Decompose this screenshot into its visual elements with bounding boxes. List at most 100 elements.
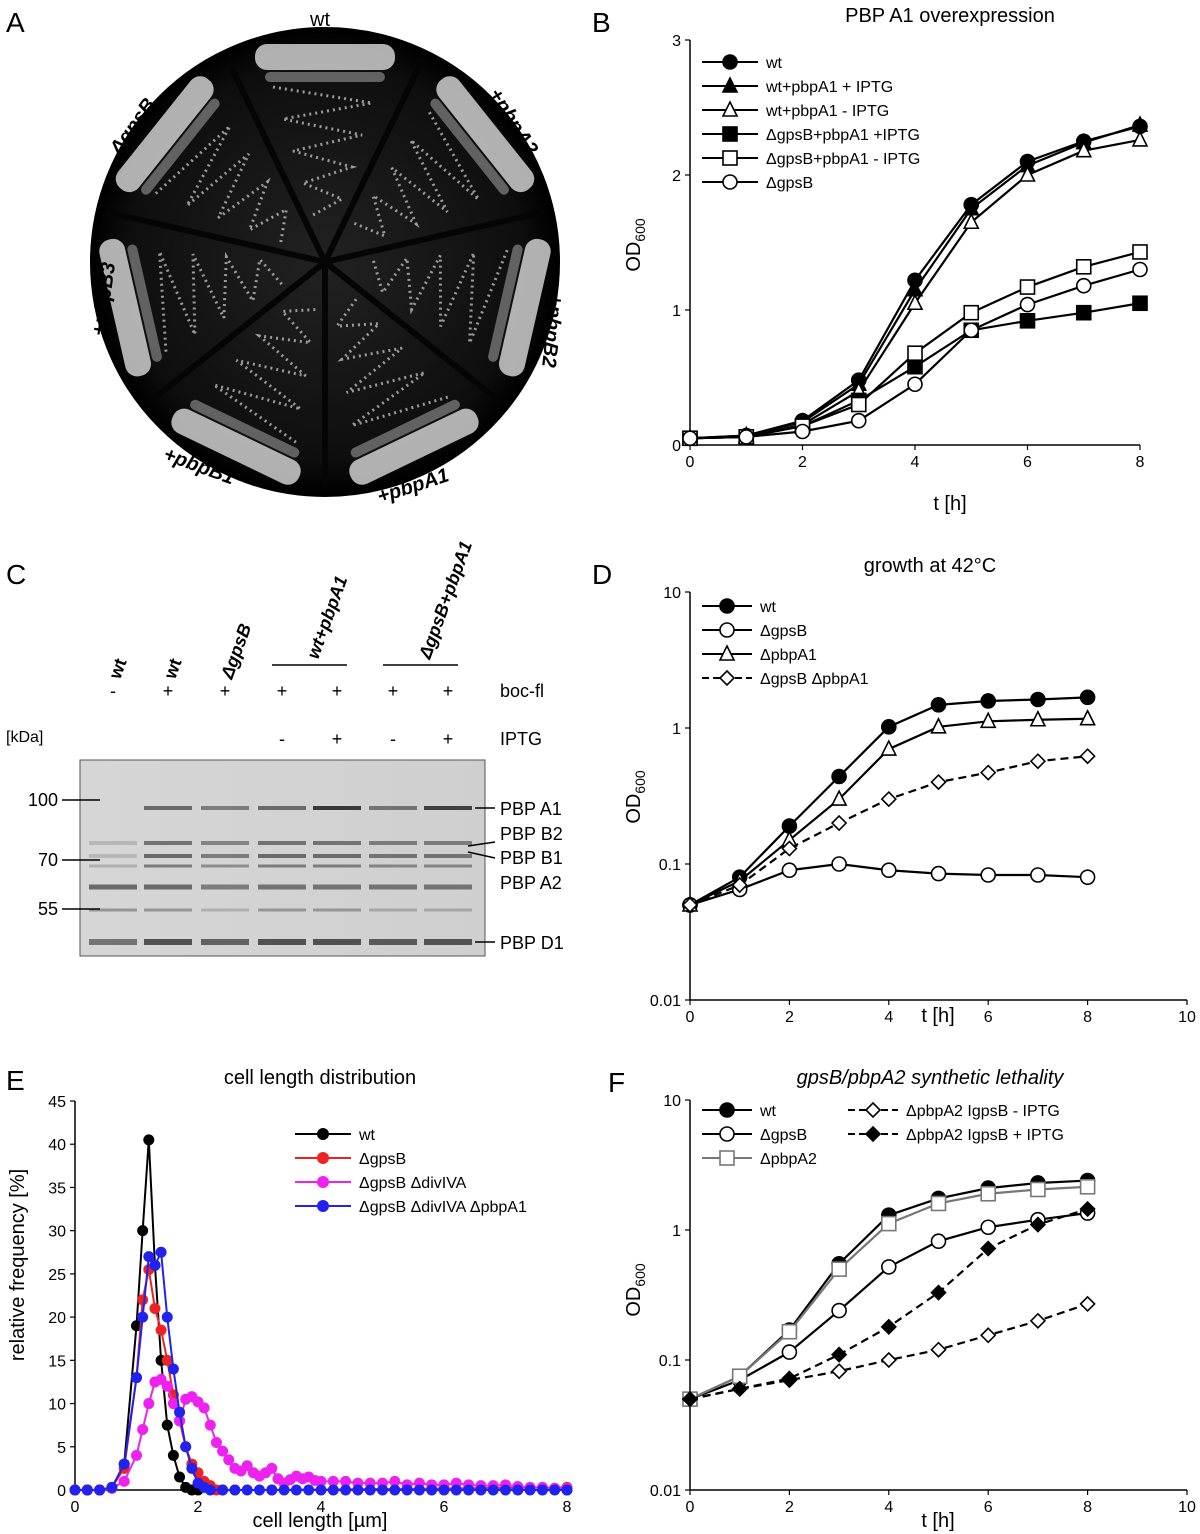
edge-streak xyxy=(171,408,301,485)
panel-c: C wt wt ΔgpsB wt+pbpA1 ΔgpsB+pbpA1 - + + + +… xyxy=(6,538,564,957)
data-point xyxy=(364,1484,376,1496)
y-tick-label: 1 xyxy=(672,303,681,320)
legend-entry-wt: wt xyxy=(702,54,783,72)
data-point xyxy=(1019,296,1036,313)
data-point xyxy=(290,1484,302,1496)
data-point xyxy=(204,1419,216,1431)
data-point xyxy=(198,1402,210,1414)
gel-band xyxy=(313,939,361,945)
data-point xyxy=(731,1380,748,1397)
zigzag-streak xyxy=(158,250,283,352)
data-point xyxy=(1019,165,1036,182)
data-point xyxy=(180,1441,192,1453)
legend-entry-wt-pbpa1-iptg: wt+pbpA1 + IPTG xyxy=(702,76,893,96)
gel-lane-label-1: wt xyxy=(105,656,131,683)
y-tick-label: 3 xyxy=(672,33,681,50)
legend-label: ΔgpsB xyxy=(766,175,813,192)
data-point xyxy=(930,717,947,734)
data-point xyxy=(512,1484,524,1496)
data-point xyxy=(69,1484,81,1496)
y-tick-label: 5 xyxy=(57,1440,66,1457)
band-label-pbp-b2: PBP B2 xyxy=(500,824,563,844)
data-point xyxy=(980,1327,997,1344)
data-point xyxy=(1030,691,1046,708)
y-tick-label: 0.1 xyxy=(659,857,681,874)
data-point xyxy=(204,1484,216,1496)
x-tick-label: 6 xyxy=(984,1499,993,1516)
gel-band xyxy=(89,939,137,945)
data-point xyxy=(413,1484,425,1496)
gel-band xyxy=(144,908,192,912)
series-line xyxy=(75,1378,567,1491)
chart-d-xlabel: t [h] xyxy=(921,1005,954,1027)
legend-label: wt+pbpA1 - IPTG xyxy=(765,103,889,120)
sector-divider xyxy=(324,209,546,265)
data-point xyxy=(830,789,848,806)
panel-d-letter: D xyxy=(592,559,612,590)
data-point xyxy=(980,1219,997,1236)
data-point xyxy=(906,293,924,311)
legend-marker xyxy=(864,1125,882,1143)
plate-sector xyxy=(353,76,535,239)
data-point xyxy=(303,1484,315,1496)
data-point xyxy=(880,1259,897,1275)
legend-marker xyxy=(719,622,735,638)
gel-band xyxy=(313,806,361,810)
panel-a-letter: A xyxy=(6,7,25,38)
legend-marker xyxy=(719,598,735,614)
iptg-row: - + - + xyxy=(279,729,453,749)
data-point xyxy=(907,376,923,393)
data-point xyxy=(1075,304,1092,321)
zigzag-streak xyxy=(212,308,316,444)
legend-entry-wt: wt xyxy=(702,1102,777,1120)
gel-band xyxy=(258,939,306,945)
y-tick-label: 15 xyxy=(48,1353,66,1370)
gel-band xyxy=(144,854,192,858)
gel-band xyxy=(201,806,249,810)
iptg-label: IPTG xyxy=(500,729,542,749)
legend-marker xyxy=(718,644,736,661)
gel-band xyxy=(258,854,306,858)
data-point xyxy=(830,1346,848,1363)
gel-band xyxy=(424,939,472,945)
zigzag-streak xyxy=(272,85,373,217)
gel-lane-label-2: wt xyxy=(160,656,186,683)
data-point xyxy=(979,711,997,729)
gel-band xyxy=(89,884,137,890)
data-point xyxy=(1132,244,1148,260)
band-pointer-b1 xyxy=(467,851,496,859)
data-point xyxy=(167,1363,179,1375)
data-point xyxy=(167,1398,179,1410)
data-point xyxy=(549,1484,561,1496)
data-point xyxy=(500,1484,511,1496)
edge-streak-inner xyxy=(141,98,220,195)
legend-marker xyxy=(719,1150,735,1166)
band-pointer-b2 xyxy=(467,841,496,847)
legend-entry-pbpa1: ΔpbpA1 xyxy=(702,644,817,664)
edge-streak-inner xyxy=(127,244,162,362)
y-tick-label: 30 xyxy=(48,1224,66,1241)
series-line xyxy=(75,1139,567,1491)
data-point xyxy=(980,693,997,709)
data-point xyxy=(161,1354,173,1366)
chart-d-ylabel: OD600 xyxy=(623,770,648,824)
data-point xyxy=(1029,709,1047,727)
legend-label: ΔgpsB xyxy=(760,1127,807,1144)
y-tick-label: 0.01 xyxy=(650,1483,681,1500)
panel-c-letter: C xyxy=(6,559,26,590)
chart-f: 0 2 4 6 8 10 0.01 0.1 1 10 wt ΔgpsB ΔpbpA2 ΔpbpA2 Igp… xyxy=(650,1093,1196,1516)
data-point xyxy=(241,1484,253,1496)
panel-d: D growth at 42°C 0 2 4 6 8 10 0.01 0.1 1 10 wt Δgps… xyxy=(592,555,1196,1027)
chart-b: 0 2 4 6 8 0 1 2 3 wt wt+pbpA1 + IPTG wt+pbpA1 - IPT… xyxy=(672,33,1149,471)
series-gpsb-diviva xyxy=(69,1373,573,1496)
band-label-pbp-b1: PBP B1 xyxy=(500,848,563,868)
gel-band xyxy=(424,841,472,845)
x-tick-label: 2 xyxy=(194,1499,203,1516)
data-point xyxy=(1030,1181,1046,1198)
legend-entry-gpsb-diviva: ΔgpsB ΔdivIVA xyxy=(295,1175,467,1192)
legend-entry-wt: wt xyxy=(702,598,777,616)
legend-entry-wt-pbpa1-iptg: wt+pbpA1 - IPTG xyxy=(702,100,889,120)
y-tick-label: 2 xyxy=(672,168,681,185)
data-point xyxy=(980,764,997,781)
panel-b: B PBP A1 overexpression 0 2 4 6 8 0 1 2 3 wt wt+pb… xyxy=(592,5,1149,515)
